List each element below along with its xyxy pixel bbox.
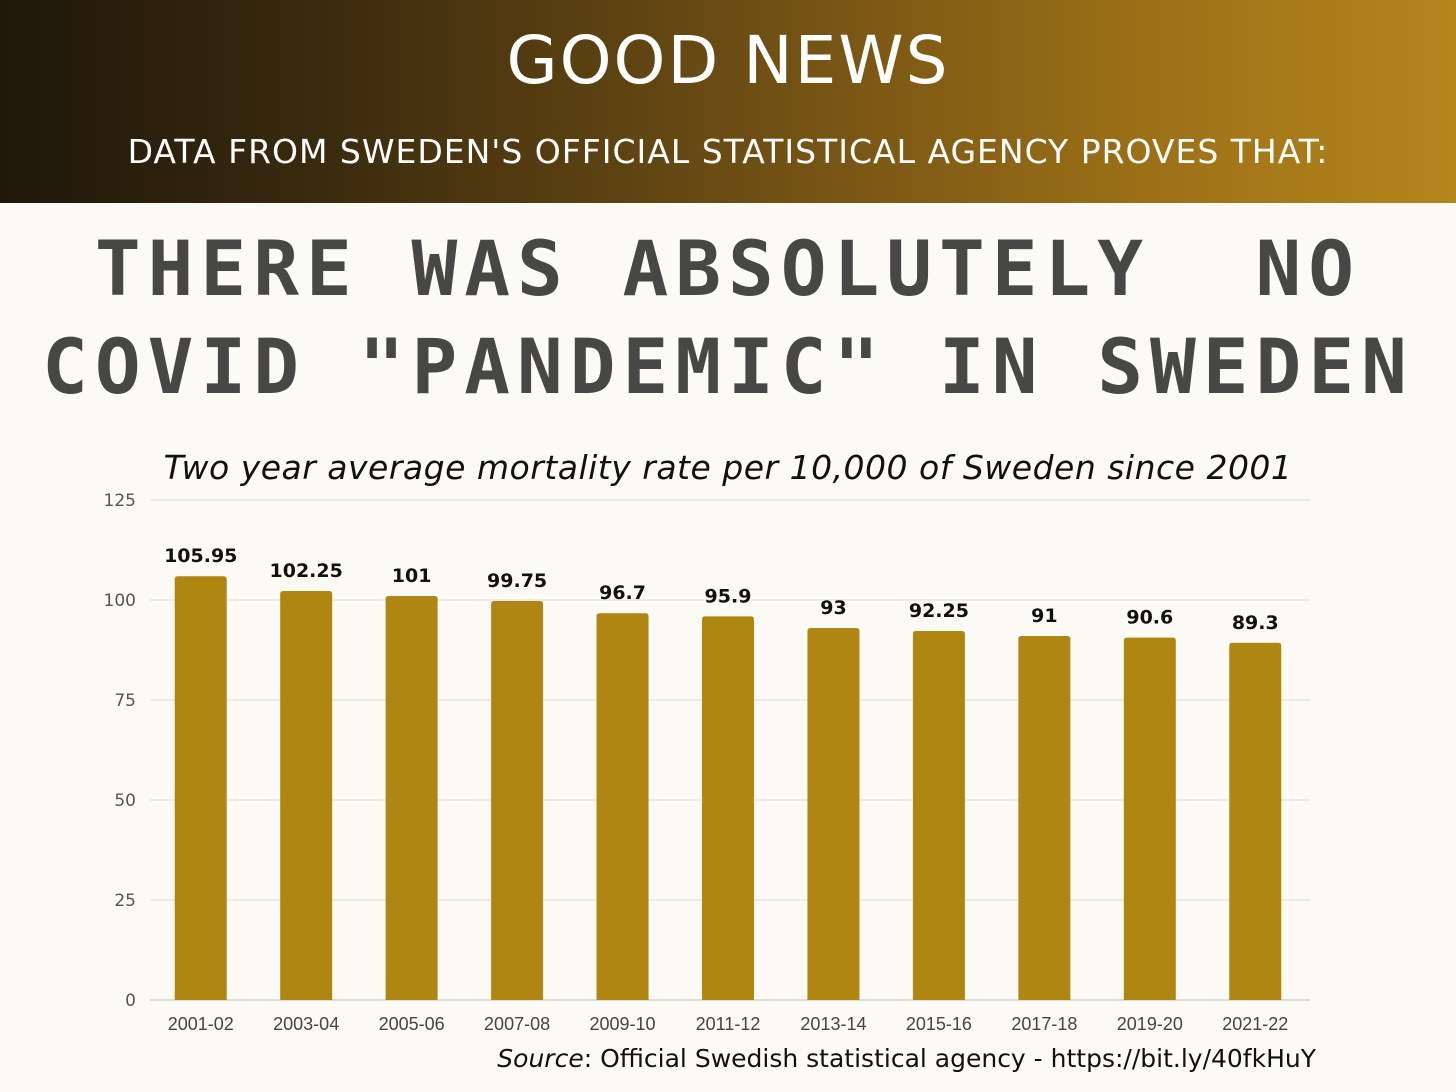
bar bbox=[702, 616, 754, 1000]
x-tick-label: 2017-18 bbox=[1011, 1014, 1077, 1034]
bar bbox=[385, 596, 438, 1000]
bar bbox=[596, 613, 649, 1000]
y-tick-label: 0 bbox=[125, 991, 136, 1011]
source-label: Source bbox=[497, 1044, 584, 1073]
bar bbox=[1018, 636, 1071, 1000]
bar bbox=[280, 591, 333, 1000]
x-tick-label: 2003-04 bbox=[273, 1014, 339, 1034]
headline: THERE WAS ABSOLUTELY NO COVID "PANDEMIC"… bbox=[0, 220, 1456, 416]
x-tick-label: 2019-20 bbox=[1117, 1014, 1183, 1034]
x-tick-label: 2015-16 bbox=[906, 1014, 972, 1034]
x-tick-label: 2007-08 bbox=[484, 1014, 550, 1034]
bar bbox=[912, 631, 965, 1000]
x-tick-label: 2021-22 bbox=[1222, 1014, 1288, 1034]
header-banner: GOOD NEWS DATA FROM SWEDEN'S OFFICIAL ST… bbox=[0, 0, 1456, 203]
y-tick-label: 75 bbox=[114, 691, 136, 711]
source-note: Source: Official Swedish statistical age… bbox=[497, 1044, 1316, 1073]
x-tick-label: 2013-14 bbox=[800, 1014, 866, 1034]
source-text: : Official Swedish statistical agency - … bbox=[583, 1044, 1316, 1073]
x-tick-label: 2009-10 bbox=[590, 1014, 656, 1034]
y-tick-label: 100 bbox=[104, 591, 136, 611]
x-tick-label: 2005-06 bbox=[379, 1014, 445, 1034]
y-tick-label: 50 bbox=[114, 791, 136, 811]
banner-subtitle: DATA FROM SWEDEN'S OFFICIAL STATISTICAL … bbox=[127, 132, 1329, 171]
data-label: 90.6 bbox=[1126, 607, 1173, 629]
data-label: 95.9 bbox=[705, 585, 752, 607]
data-label: 99.75 bbox=[487, 570, 547, 592]
data-label: 102.25 bbox=[270, 560, 343, 582]
data-label: 91 bbox=[1031, 605, 1057, 627]
x-tick-label: 2001-02 bbox=[168, 1014, 234, 1034]
banner-title: GOOD NEWS bbox=[506, 22, 950, 99]
chart-title: Two year average mortality rate per 10,0… bbox=[163, 448, 1293, 487]
bar bbox=[1123, 637, 1176, 1000]
data-label: 93 bbox=[820, 597, 846, 619]
x-tick-label: 2011-12 bbox=[696, 1014, 761, 1034]
data-label: 101 bbox=[392, 565, 432, 587]
y-tick-label: 125 bbox=[104, 491, 136, 511]
data-label: 92.25 bbox=[909, 600, 969, 622]
data-label: 105.95 bbox=[164, 545, 237, 567]
data-label: 89.3 bbox=[1232, 612, 1279, 634]
bar bbox=[1229, 642, 1282, 1000]
data-label: 96.7 bbox=[599, 582, 646, 604]
bar bbox=[807, 628, 860, 1000]
bar bbox=[491, 601, 544, 1000]
y-tick-label: 25 bbox=[114, 891, 136, 911]
headline-line-2: COVID "PANDEMIC" IN SWEDEN bbox=[42, 322, 1414, 411]
headline-line-1: THERE WAS ABSOLUTELY NO bbox=[94, 224, 1362, 313]
bar bbox=[174, 576, 227, 1000]
